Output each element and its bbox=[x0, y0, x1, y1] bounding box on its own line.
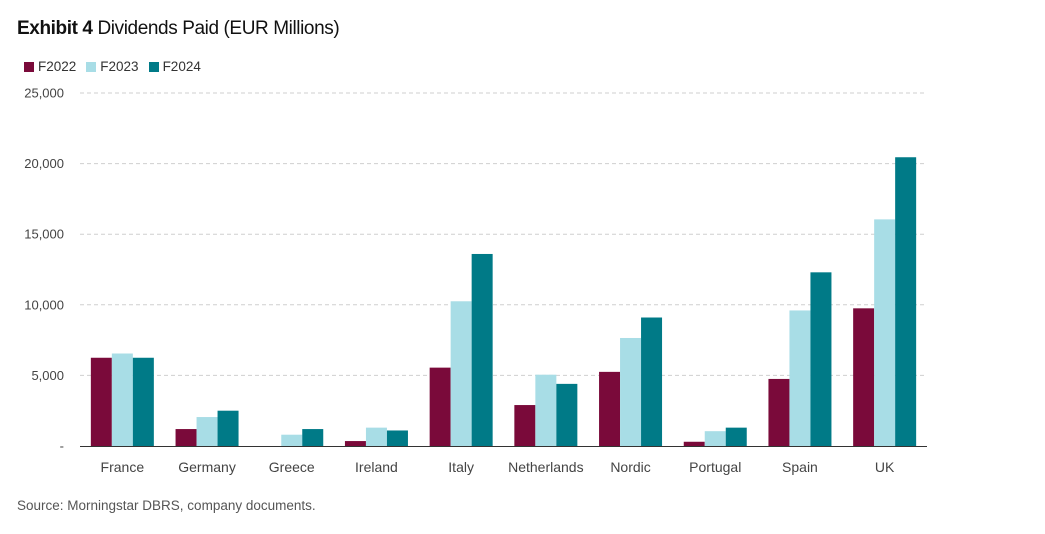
x-tick-label: UK bbox=[875, 459, 895, 475]
bar-f2024-ireland bbox=[386, 430, 408, 446]
x-tick-label: Germany bbox=[178, 459, 236, 475]
bar-f2022-france bbox=[90, 357, 112, 446]
legend-label-f2022: F2022 bbox=[38, 59, 77, 74]
bar-f2022-netherlands bbox=[514, 405, 536, 446]
x-tick-label: Greece bbox=[269, 459, 315, 475]
bar-f2024-italy bbox=[471, 253, 493, 446]
x-tick-label: Nordic bbox=[610, 459, 650, 475]
x-tick-label: Spain bbox=[782, 459, 818, 475]
bar-f2022-ireland bbox=[344, 441, 366, 446]
bar-f2022-uk bbox=[853, 308, 875, 446]
y-tick-label: 15,000 bbox=[24, 227, 64, 242]
y-tick-label: 20,000 bbox=[24, 156, 64, 171]
bar-f2024-nordic bbox=[641, 317, 663, 446]
exhibit-label: Exhibit 4 bbox=[17, 18, 93, 39]
x-tick-label: Portugal bbox=[689, 459, 741, 475]
chart-title-text: Dividends Paid (EUR Millions) bbox=[97, 18, 340, 39]
legend-label-f2023: F2023 bbox=[100, 59, 139, 74]
bar-f2022-spain bbox=[768, 378, 790, 446]
bar-f2024-portugal bbox=[725, 427, 747, 446]
source-note: Source: Morningstar DBRS, company docume… bbox=[17, 498, 316, 513]
x-tick-label: Ireland bbox=[355, 459, 398, 475]
legend-swatch-f2024 bbox=[148, 61, 159, 72]
x-tick-label: France bbox=[101, 459, 145, 475]
y-tick-label: 25,000 bbox=[24, 86, 64, 101]
bar-f2023-italy bbox=[450, 301, 472, 446]
legend-label-f2024: F2024 bbox=[162, 59, 201, 74]
bar-f2023-netherlands bbox=[535, 374, 557, 446]
bar-f2023-germany bbox=[196, 417, 218, 446]
x-tick-label: Italy bbox=[448, 459, 474, 475]
bar-f2024-netherlands bbox=[556, 383, 578, 446]
legend-swatch-f2022 bbox=[24, 61, 34, 72]
bar-f2023-spain bbox=[789, 310, 811, 446]
bar-f2023-uk bbox=[874, 219, 896, 446]
bar-f2022-portugal bbox=[683, 441, 705, 446]
bar-f2022-italy bbox=[429, 367, 451, 446]
y-tick-label: 5,000 bbox=[31, 368, 64, 383]
bar-f2023-portugal bbox=[704, 431, 726, 446]
legend-item-f2022: F2022 bbox=[24, 59, 76, 74]
legend-item-f2024: F2024 bbox=[148, 59, 201, 74]
bar-f2024-greece bbox=[302, 429, 324, 446]
bar-f2024-france bbox=[132, 357, 154, 446]
bar-f2023-nordic bbox=[620, 337, 642, 446]
bar-f2024-spain bbox=[810, 272, 832, 446]
bar-f2023-france bbox=[111, 353, 133, 446]
bar-f2024-uk bbox=[895, 157, 917, 446]
bar-f2023-greece bbox=[281, 434, 303, 446]
chart-title: Exhibit 4 Dividends Paid (EUR Millions) bbox=[17, 18, 340, 40]
bar-f2022-nordic bbox=[599, 371, 621, 446]
legend-item-f2023: F2023 bbox=[86, 59, 139, 74]
bar-f2023-ireland bbox=[365, 427, 387, 446]
chart-legend: F2022 F2023 F2024 bbox=[24, 59, 201, 74]
x-tick-label: Netherlands bbox=[508, 459, 584, 475]
bar-f2022-germany bbox=[175, 429, 197, 446]
y-tick-label: - bbox=[60, 439, 64, 454]
legend-swatch-f2023 bbox=[86, 61, 97, 72]
bar-f2024-germany bbox=[217, 410, 239, 446]
y-tick-label: 10,000 bbox=[24, 297, 64, 312]
